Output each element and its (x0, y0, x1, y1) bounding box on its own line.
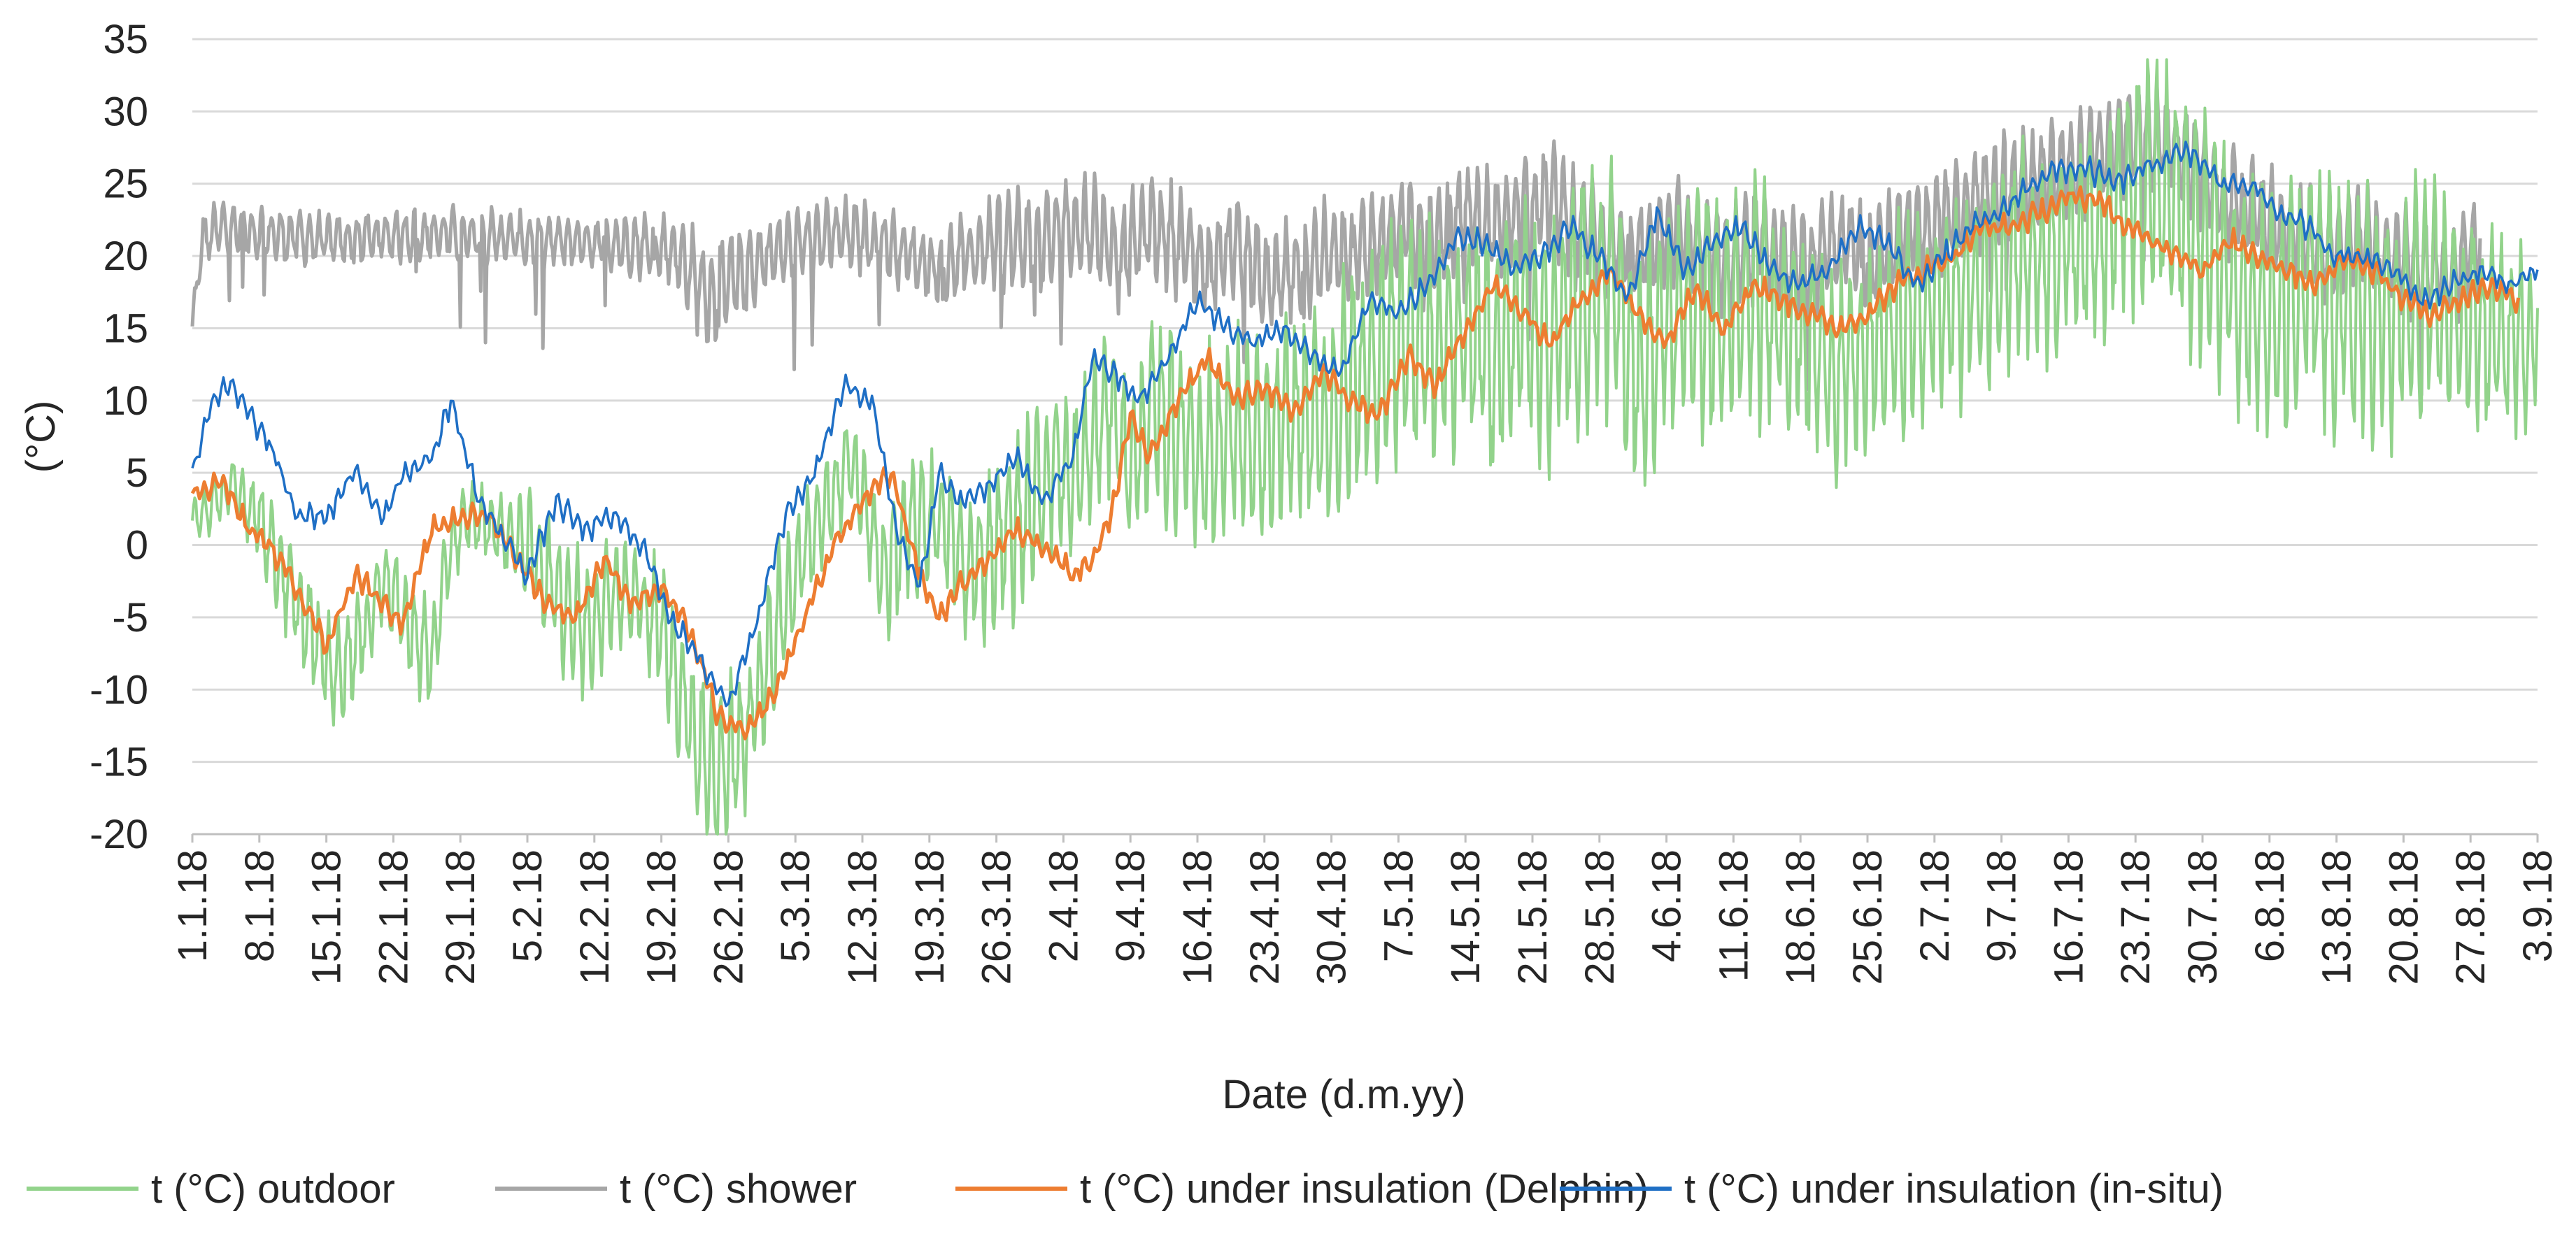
legend-label: t (°C) under insulation (in-situ) (1684, 1166, 2223, 1212)
x-tick-label: 18.6.18 (1778, 850, 1823, 985)
legend-label: t (°C) shower (620, 1166, 857, 1212)
x-tick-label: 20.8.18 (2381, 850, 2426, 985)
x-tick-label: 14.5.18 (1443, 850, 1488, 985)
x-tick-label: 2.4.18 (1041, 850, 1086, 962)
legend: t (°C) outdoor t (°C) shower t (°C) under … (27, 1166, 2223, 1212)
x-tick-label: 26.2.18 (706, 850, 751, 985)
x-tick-label: 21.5.18 (1510, 850, 1556, 985)
y-tick-label: 35 (103, 17, 148, 62)
legend-item-2: t (°C) under insulation (Delphin) (955, 1166, 1649, 1212)
x-tick-label: 5.3.18 (773, 850, 818, 962)
y-axis-ticks: 35 30 25 20 15 10 5 0 -5 -10 -15 -20 (90, 17, 148, 857)
y-tick-label: -15 (90, 740, 148, 785)
x-tick-label: 9.7.18 (1979, 850, 2025, 962)
x-tick-label: 30.7.18 (2180, 850, 2226, 985)
legend-item-3: t (°C) under insulation (in-situ) (1560, 1166, 2223, 1212)
series-line-3 (191, 141, 2539, 708)
y-axis-title: (°C) (18, 401, 64, 473)
y-tick-label: 0 (126, 523, 148, 568)
x-tick-label: 1.1.18 (170, 850, 215, 962)
x-tick-label: 16.4.18 (1175, 850, 1221, 985)
x-tick-label: 15.1.18 (304, 850, 350, 985)
series-line-0 (191, 58, 2539, 836)
x-tick-label: 25.6.18 (1845, 850, 1891, 985)
x-tick-label: 23.4.18 (1242, 850, 1288, 985)
x-tick-label: 19.3.18 (907, 850, 953, 985)
x-tick-label: 26.3.18 (974, 850, 1020, 985)
x-tick-label: 30.4.18 (1309, 850, 1355, 985)
y-tick-label: 25 (103, 162, 148, 207)
x-tick-label: 7.5.18 (1376, 850, 1421, 962)
y-tick-label: 30 (103, 89, 148, 134)
x-tick-label: 13.8.18 (2314, 850, 2360, 985)
legend-item-1: t (°C) shower (495, 1166, 857, 1212)
x-tick-label: 3.9.18 (2515, 850, 2561, 962)
x-tick-label: 2.7.18 (1912, 850, 1958, 962)
x-tick-label: 29.1.18 (438, 850, 483, 985)
x-tick-label: 5.2.18 (505, 850, 550, 962)
x-tick-label: 28.5.18 (1577, 850, 1623, 985)
x-tick-label: 16.7.18 (2046, 850, 2091, 985)
x-axis-ticks: 1.1.18 8.1.18 15.1.18 22.1.18 29.1.18 5.2.18 1… (170, 834, 2561, 985)
x-tick-label: 12.3.18 (840, 850, 885, 985)
x-tick-label: 9.4.18 (1108, 850, 1153, 962)
x-tick-label: 22.1.18 (371, 850, 416, 985)
y-tick-label: -20 (90, 812, 148, 857)
y-tick-label: 5 (126, 450, 148, 496)
y-tick-label: 20 (103, 234, 148, 279)
y-tick-label: 10 (103, 378, 148, 424)
legend-label: t (°C) under insulation (Delphin) (1080, 1166, 1649, 1212)
legend-item-0: t (°C) outdoor (27, 1166, 395, 1212)
x-tick-label: 19.2.18 (639, 850, 685, 985)
x-tick-label: 11.6.18 (1711, 850, 1756, 982)
x-tick-label: 8.1.18 (237, 850, 283, 962)
y-tick-label: -10 (90, 667, 148, 712)
legend-label: t (°C) outdoor (151, 1166, 395, 1212)
y-tick-label: 15 (103, 306, 148, 351)
y-tick-label: -5 (112, 595, 148, 640)
plot-area (190, 58, 2539, 836)
x-axis-title: Date (d.m.yy) (1222, 1072, 1465, 1117)
x-tick-label: 12.2.18 (572, 850, 618, 985)
x-tick-label: 23.7.18 (2113, 850, 2158, 985)
x-tick-label: 27.8.18 (2448, 850, 2493, 985)
x-tick-label: 6.8.18 (2247, 850, 2293, 962)
series-line-1 (190, 85, 2482, 397)
series-line-2 (190, 185, 2521, 740)
x-tick-label: 4.6.18 (1644, 850, 1690, 962)
